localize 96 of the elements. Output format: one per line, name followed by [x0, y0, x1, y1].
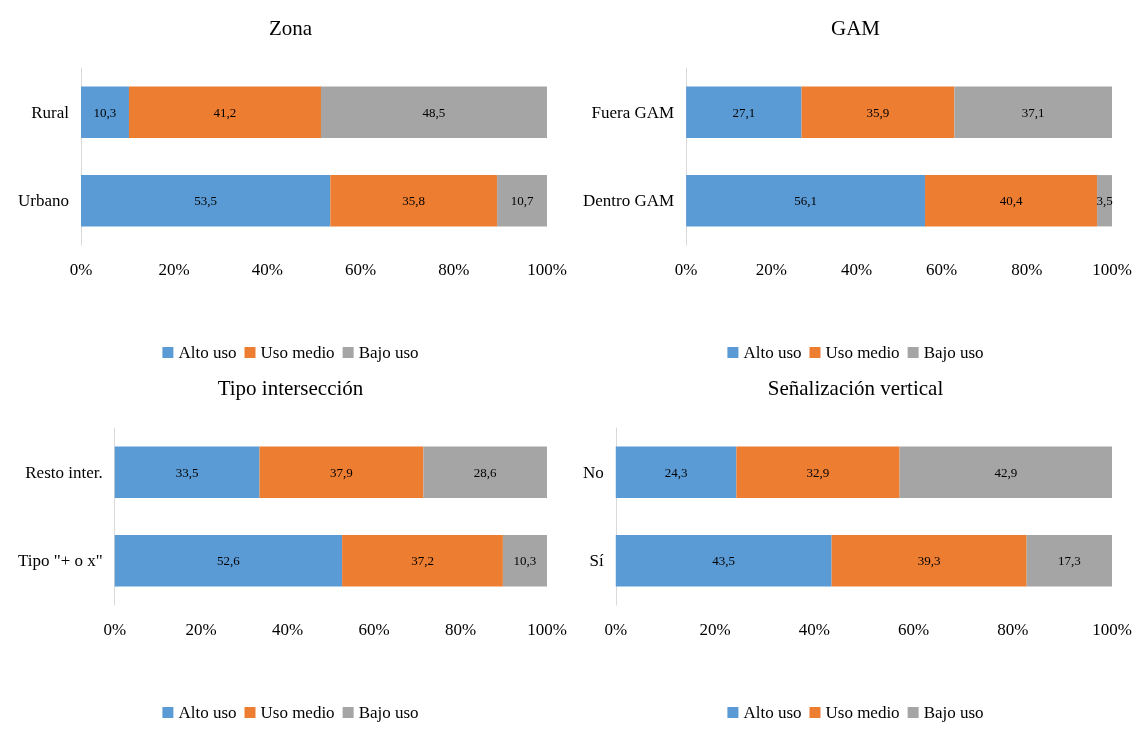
x-tick-label: 100%: [527, 260, 567, 279]
x-tick-label: 80%: [997, 620, 1029, 639]
bar: [686, 175, 926, 227]
data-label: 24,3: [664, 464, 688, 480]
legend-label: Uso medio: [825, 703, 900, 722]
data-label: 10,7: [510, 193, 534, 209]
x-tick-label: 100%: [1092, 260, 1132, 279]
data-label: 41,2: [213, 104, 237, 120]
legend-label: Alto uso: [743, 343, 802, 362]
x-tick-label: 40%: [272, 620, 304, 639]
y-tick-label: Tipo "+ o x": [17, 551, 103, 571]
bar: [899, 446, 1112, 498]
x-tick-label: 100%: [527, 620, 567, 639]
bar: [114, 446, 260, 498]
data-label: 35,9: [866, 104, 890, 120]
x-tick-label: 0%: [69, 260, 93, 279]
x-tick-label: 60%: [926, 260, 958, 279]
bar: [128, 86, 321, 138]
data-label: 10,3: [93, 104, 117, 120]
x-tick-label: 0%: [674, 260, 698, 279]
x-tick-label: 80%: [444, 620, 477, 639]
bar: [736, 446, 900, 498]
bar: [831, 535, 1027, 587]
x-tick-label: 40%: [798, 620, 830, 639]
x-tick-label: 20%: [699, 620, 731, 639]
bar: [80, 86, 129, 138]
data-label: 33,5: [175, 464, 199, 480]
x-tick-label: 20%: [755, 260, 787, 279]
bar: [80, 175, 331, 227]
x-tick-label: 20%: [158, 260, 190, 279]
x-tick-label: 100%: [1092, 620, 1132, 639]
bar: [259, 446, 424, 498]
bar: [320, 86, 547, 138]
bar: [342, 535, 503, 587]
bar: [330, 175, 498, 227]
x-tick-label: 20%: [185, 620, 217, 639]
bar: [954, 86, 1112, 138]
x-tick-label: 0%: [604, 620, 628, 639]
x-tick-label: 60%: [345, 260, 377, 279]
y-tick-label: Rural: [31, 102, 70, 122]
legend-label: Alto uso: [178, 343, 237, 362]
bar: [497, 175, 547, 227]
x-tick-label: 80%: [1011, 260, 1043, 279]
data-label: 39,3: [917, 553, 941, 569]
data-label: 28,6: [473, 464, 498, 480]
x-tick-label: 0%: [103, 620, 127, 639]
legend-label: Bajo uso: [358, 343, 419, 362]
x-tick-label: 40%: [251, 260, 283, 279]
data-label: 37,2: [411, 553, 434, 569]
bar: [1026, 535, 1112, 587]
legend-label: Uso medio: [825, 343, 900, 362]
y-tick-label: Urbano: [18, 191, 69, 211]
data-label: 53,5: [194, 193, 218, 209]
bar: [502, 535, 547, 587]
legend-label: Alto uso: [743, 703, 802, 722]
data-label: 56,1: [794, 193, 817, 209]
data-label: 42,9: [994, 464, 1018, 480]
legend-label: Bajo uso: [923, 703, 984, 722]
data-label: 52,6: [217, 553, 241, 569]
y-tick-label: Resto inter.: [25, 462, 103, 482]
bar: [423, 446, 547, 498]
y-tick-label: Fuera GAM: [591, 102, 675, 122]
bar: [615, 446, 737, 498]
bar: [615, 535, 832, 587]
data-label: 35,8: [402, 193, 426, 209]
data-label: 43,5: [712, 553, 736, 569]
data-label: 17,3: [1057, 553, 1081, 569]
bar: [1097, 175, 1112, 227]
chart-title: Tipo intersección: [217, 375, 364, 400]
x-tick-label: 60%: [358, 620, 390, 639]
legend-label: Uso medio: [260, 703, 335, 722]
chart-title: GAM: [830, 15, 881, 40]
y-tick-label: Dentro GAM: [582, 191, 675, 211]
legend-label: Uso medio: [260, 343, 335, 362]
chart-title: Señalización vertical: [767, 375, 944, 400]
data-label: 27,1: [732, 104, 756, 120]
legend-label: Alto uso: [178, 703, 237, 722]
chart-title: Zona: [268, 15, 313, 40]
y-tick-label: No: [583, 462, 604, 482]
legend-label: Bajo uso: [358, 703, 419, 722]
legend-label: Bajo uso: [923, 343, 984, 362]
data-label: 37,1: [1021, 104, 1045, 120]
bar: [114, 535, 343, 587]
x-tick-label: 60%: [897, 620, 930, 639]
data-label: 3,5: [1096, 193, 1113, 209]
data-label: 32,9: [806, 464, 830, 480]
x-tick-label: 40%: [840, 260, 873, 279]
data-label: 37,9: [330, 464, 353, 480]
data-label: 10,3: [513, 553, 537, 569]
x-tick-label: 80%: [438, 260, 470, 279]
data-label: 40,4: [999, 193, 1023, 209]
y-tick-label: Sí: [589, 551, 605, 571]
bar: [801, 86, 955, 138]
bar: [925, 175, 1098, 227]
bar: [686, 86, 802, 138]
data-label: 48,5: [422, 104, 446, 120]
